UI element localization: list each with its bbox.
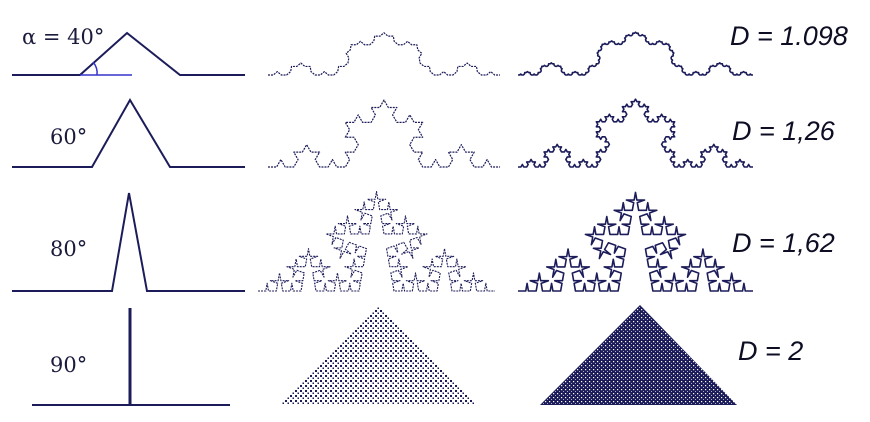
generator-60 bbox=[12, 98, 245, 168]
generator-80 bbox=[12, 192, 245, 292]
angle-arc-40 bbox=[92, 61, 98, 76]
row-60-degrees: 60° D = 1,26 bbox=[12, 98, 836, 168]
koch-curve-path bbox=[518, 31, 753, 76]
angle-label-80: 80° bbox=[50, 237, 87, 261]
koch-curve-path bbox=[268, 99, 500, 168]
fractal-level-a-90 bbox=[280, 306, 478, 405]
fractal-dimension-60: D = 1,26 bbox=[732, 116, 836, 146]
koch-curve-path bbox=[518, 191, 753, 292]
fractal-level-b-40 bbox=[518, 31, 753, 76]
row-80-degrees: 80° D = 1,62 bbox=[12, 191, 835, 292]
fractal-level-b-90 bbox=[540, 305, 737, 405]
fractal-level-b-60 bbox=[518, 98, 753, 168]
row-40-degrees: α = 40° D = 1.098 bbox=[12, 21, 848, 76]
angle-label-90: 90° bbox=[50, 353, 87, 377]
angle-label-40: α = 40° bbox=[22, 25, 104, 49]
koch-curve-path bbox=[258, 191, 495, 292]
fractal-level-a-80 bbox=[258, 191, 495, 292]
fractal-level-a-60 bbox=[268, 99, 500, 168]
fractal-dimension-80: D = 1,62 bbox=[732, 228, 835, 258]
fractal-dimension-40: D = 1.098 bbox=[730, 21, 848, 51]
filled-triangle-dense-90 bbox=[540, 305, 737, 405]
fractal-level-b-80 bbox=[518, 191, 753, 292]
generator-40 bbox=[12, 31, 245, 76]
koch-curve-path bbox=[518, 98, 753, 168]
angle-label-60: 60° bbox=[50, 125, 87, 149]
fractal-dimension-90: D = 2 bbox=[738, 336, 803, 366]
filled-triangle-dotted-90 bbox=[280, 306, 478, 405]
fractal-level-a-40 bbox=[268, 32, 500, 76]
koch-curve-path bbox=[268, 32, 500, 76]
row-90-degrees: 90° D = 2 bbox=[32, 305, 803, 406]
